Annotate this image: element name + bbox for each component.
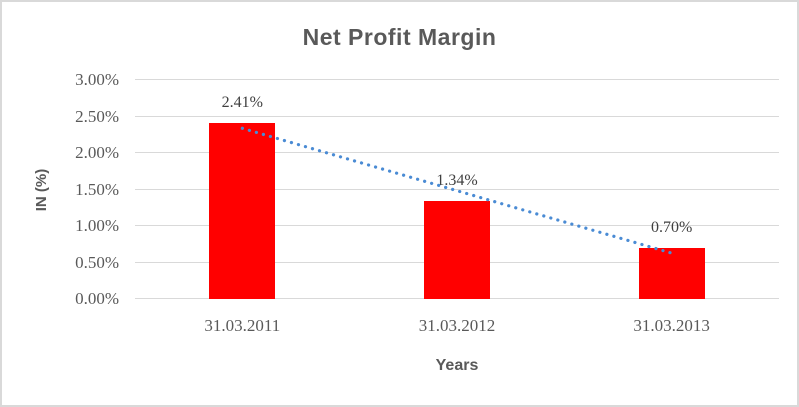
- gridline: [135, 189, 779, 190]
- bar: [209, 123, 276, 299]
- bar-data-label: 2.41%: [221, 94, 263, 112]
- x-axis-title: Years: [435, 357, 479, 374]
- bar-data-label: 1.34%: [436, 172, 478, 190]
- trendline: [240, 126, 674, 255]
- chart-title: Net Profit Margin: [302, 24, 497, 50]
- y-tick-label: 2.00%: [75, 143, 119, 162]
- bar: [424, 201, 490, 299]
- x-tick-label: 31.03.2012: [418, 316, 496, 335]
- bar: [638, 247, 705, 299]
- y-tick-label: 0.50%: [75, 252, 119, 272]
- trendline-svg: [240, 126, 674, 255]
- y-tick-label: 1.00%: [75, 216, 119, 235]
- gridline: [135, 152, 779, 153]
- gridline: [135, 116, 779, 117]
- y-tick-label: 3.00%: [75, 70, 119, 89]
- x-tick-label: 31.03.2013: [633, 316, 710, 335]
- gridline: [135, 79, 779, 80]
- y-tick-label: 0.00%: [75, 289, 119, 308]
- y-tick-label: 2.50%: [75, 106, 119, 126]
- bar-data-label: 0.70%: [650, 218, 693, 236]
- plot-area: 2.41% 1.34% 0.70%: [135, 79, 779, 299]
- y-tick-label: 1.50%: [75, 179, 119, 199]
- x-tick-label: 31.03.2011: [204, 316, 281, 335]
